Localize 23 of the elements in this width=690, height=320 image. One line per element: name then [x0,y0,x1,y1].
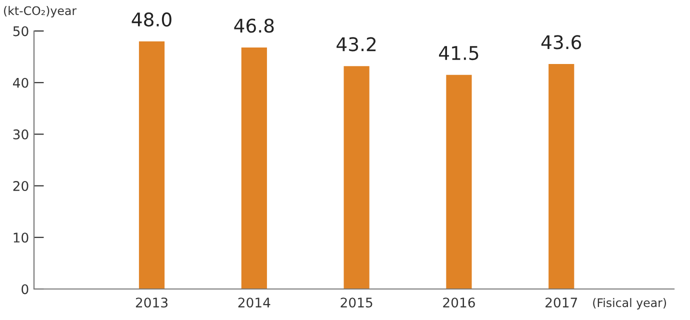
bar [548,64,574,289]
data-label: 41.5 [439,46,478,60]
y-tick-label: 20 [13,181,28,191]
data-label: 43.6 [541,35,582,50]
data-label: 43.2 [336,37,376,52]
x-tick-label: 2017 [546,298,578,308]
bar [138,41,165,289]
y-tick-label: 30 [13,129,28,140]
y-tick-label: 10 [14,232,28,243]
x-tick-label: 2013 [136,298,168,308]
bar [446,74,472,289]
x-tick-label: 2016 [443,298,475,308]
x-tick-label: 2014 [238,298,270,308]
data-label: 46.8 [234,18,274,33]
y-tick-label: 0 [22,284,28,294]
data-label: 48.0 [132,12,172,27]
y-axis-title: (kt-CO₂)year [4,6,77,18]
y-tick-label: 40 [12,78,28,88]
bar [344,66,370,289]
bar [241,48,267,289]
x-axis-title: (Fisical year) [593,298,666,310]
x-tick-label: 2015 [340,298,372,308]
y-tick-label: 50 [13,26,28,36]
